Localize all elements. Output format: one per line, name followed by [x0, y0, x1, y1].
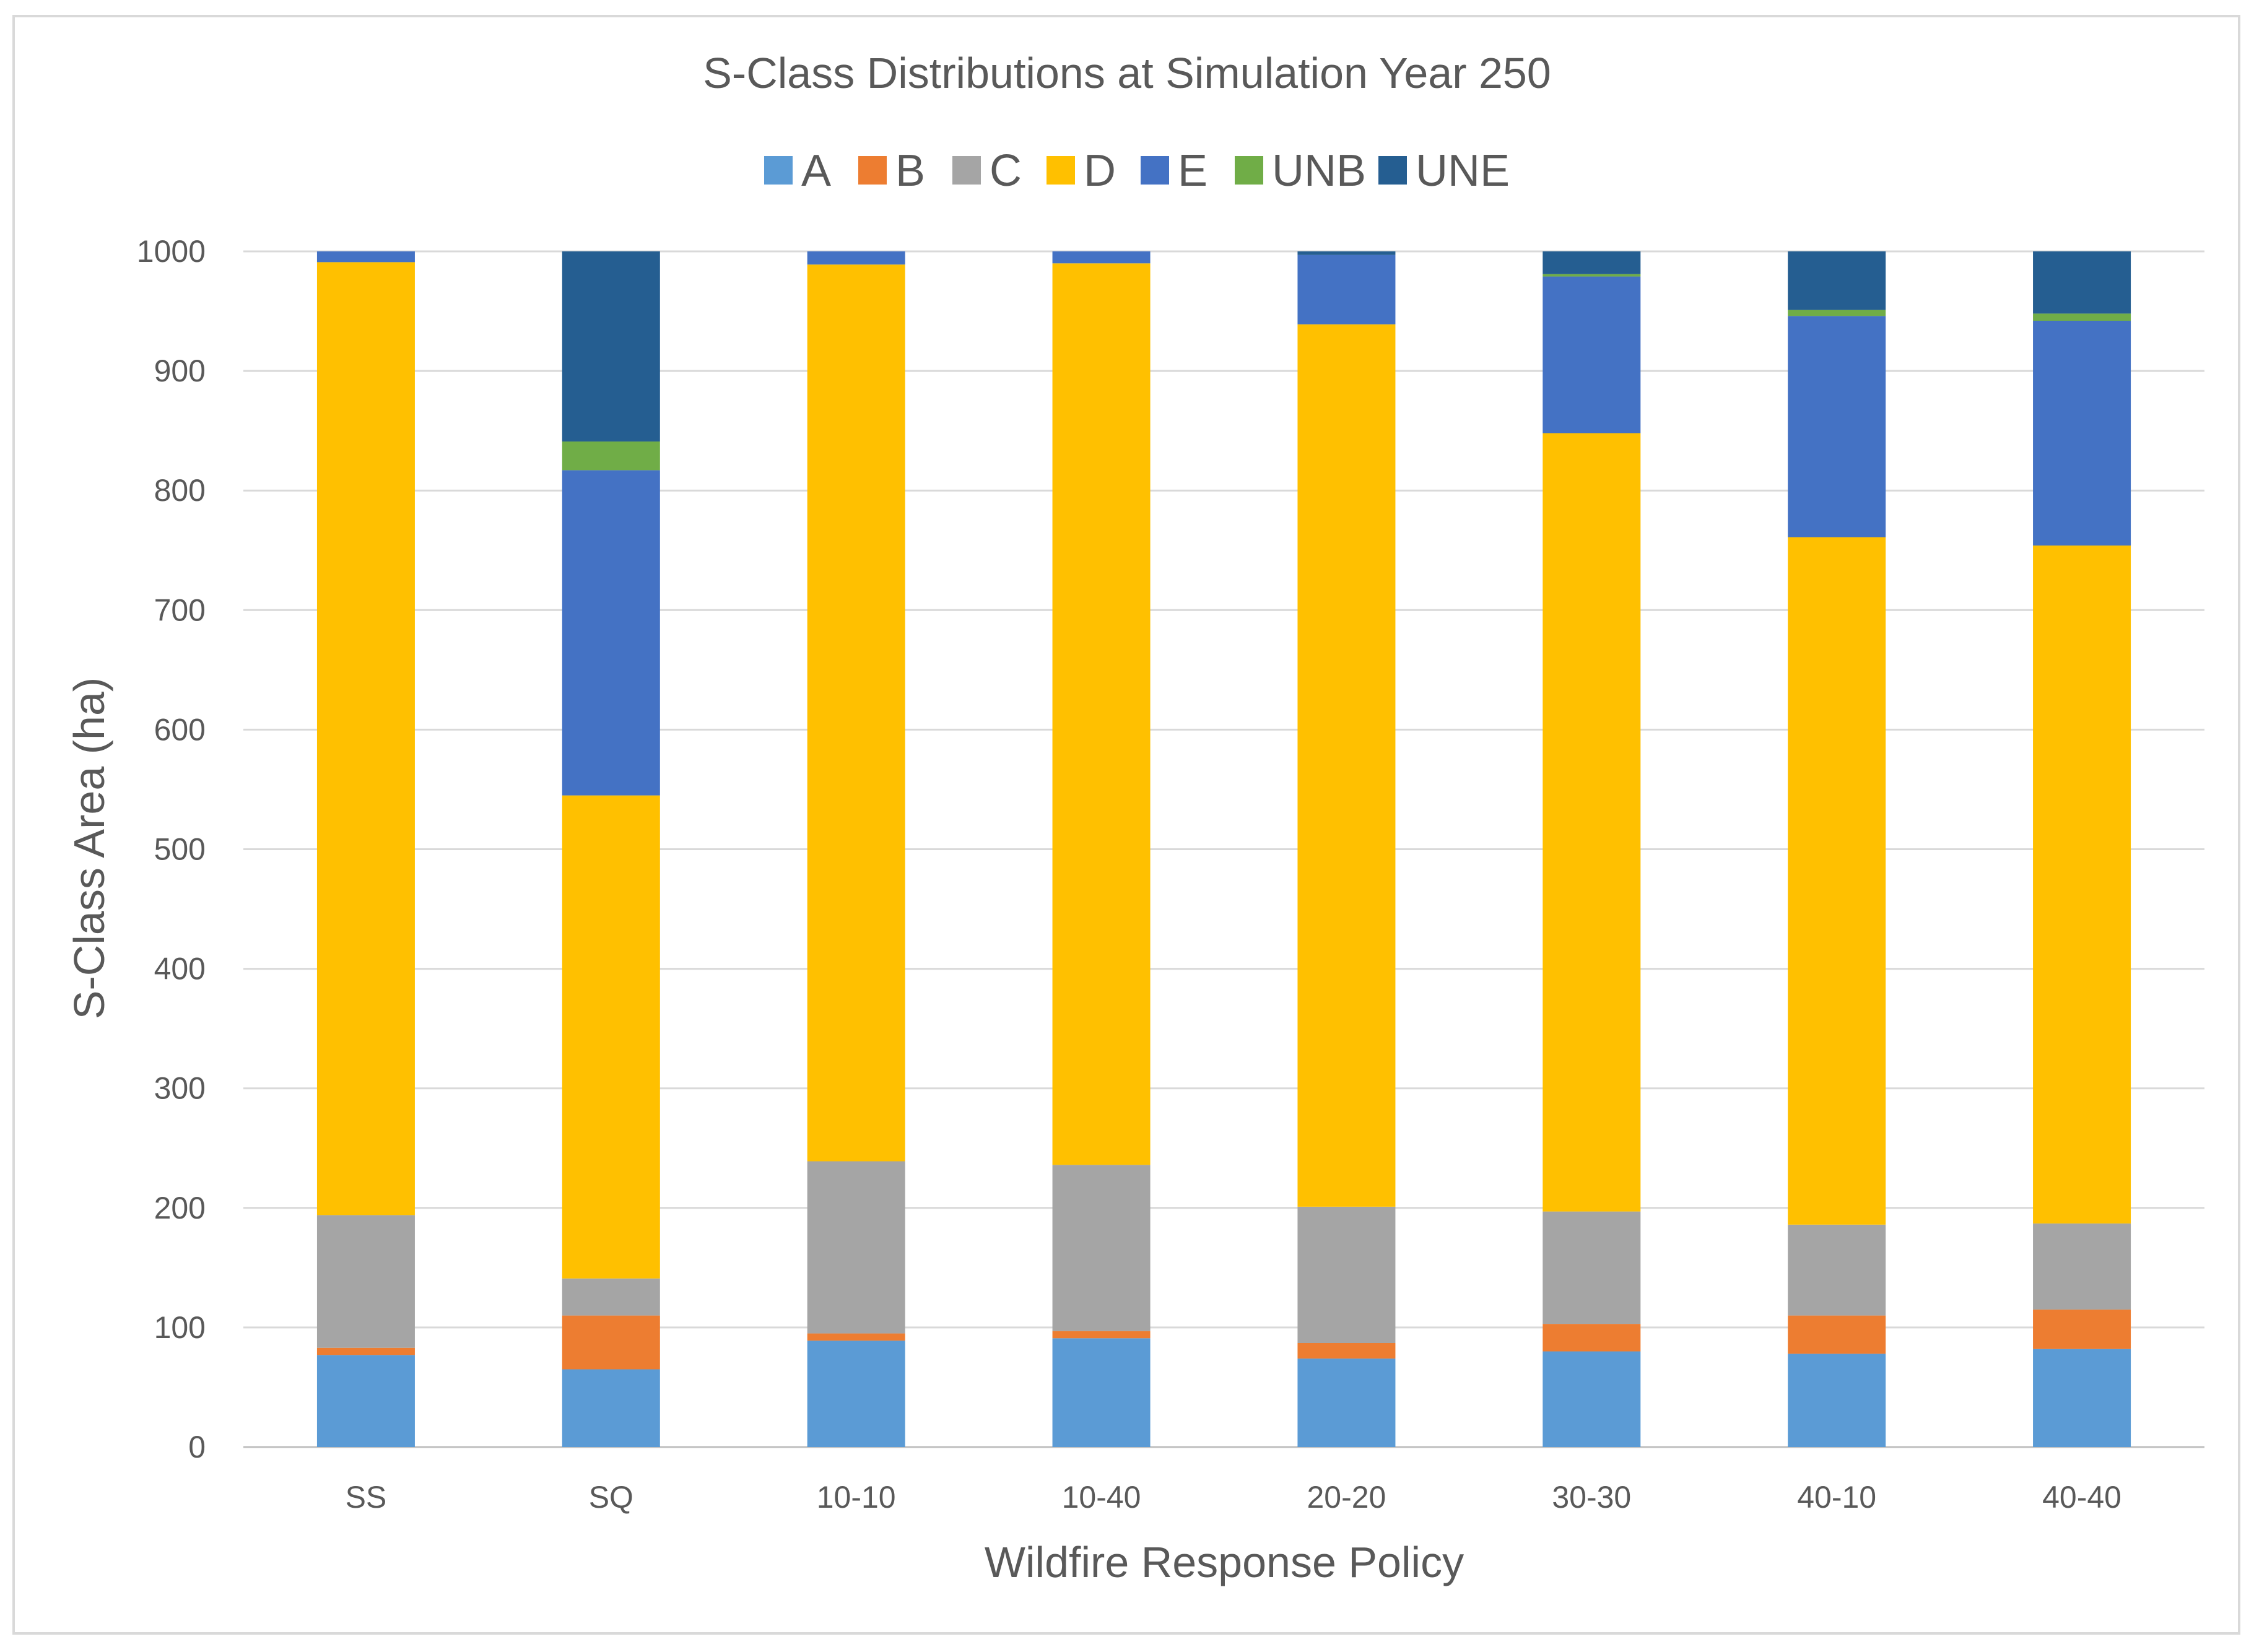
bar-SQ-C: [562, 1278, 660, 1316]
bar-10-10-E: [807, 251, 905, 265]
y-tick-label: 100: [154, 1310, 206, 1345]
bar-20-20-B: [1297, 1343, 1396, 1359]
x-tick-label: 40-10: [1797, 1480, 1876, 1515]
bar-40-10-C: [1788, 1224, 1886, 1316]
legend-label-B: B: [895, 146, 925, 196]
bar-10-10-C: [807, 1161, 905, 1334]
bar-30-30-UNB: [1543, 274, 1641, 277]
bar-40-10-UNE: [1788, 251, 1886, 310]
y-axis-ticks: 0 100 200 300 400 500 600 700 800 900 1000: [137, 234, 206, 1464]
x-tick-label: 20-20: [1307, 1480, 1386, 1515]
bar-SS-D: [316, 262, 415, 1215]
y-tick-label: 200: [154, 1191, 206, 1225]
bar-10-40-E: [1052, 251, 1151, 264]
y-tick-label: 500: [154, 832, 206, 867]
bar-10-40-B: [1052, 1331, 1151, 1339]
y-axis-title: S-Class Area (ha): [65, 677, 113, 1019]
bar-40-10-A: [1788, 1354, 1886, 1447]
chart-title: S-Class Distributions at Simulation Year…: [703, 49, 1551, 97]
bar-SQ-UNE: [562, 251, 660, 442]
bar-SQ-E: [562, 470, 660, 796]
bar-40-10-B: [1788, 1315, 1886, 1354]
bar-40-40-B: [2033, 1309, 2131, 1349]
bar-SS-B: [316, 1347, 415, 1355]
bar-40-10-E: [1788, 316, 1886, 537]
bar-SQ-A: [562, 1369, 660, 1447]
x-axis-title: Wildfire Response Policy: [985, 1538, 1464, 1586]
bar-40-40-UNB: [2033, 313, 2131, 321]
legend-label-A: A: [801, 146, 831, 196]
gridlines: [243, 250, 2204, 1448]
legend-label-D: D: [1084, 146, 1116, 196]
bar-30-30-A: [1543, 1351, 1641, 1447]
bar-20-20-C: [1297, 1206, 1396, 1344]
bar-20-20-A: [1297, 1359, 1396, 1447]
legend-swatch-B: [858, 156, 887, 185]
y-tick-label: 0: [188, 1430, 206, 1464]
bar-30-30-B: [1543, 1324, 1641, 1352]
legend-swatch-A: [764, 156, 793, 185]
bar-10-40-D: [1052, 263, 1151, 1165]
bars: [316, 251, 2131, 1447]
bar-SS-E: [316, 251, 415, 263]
bar-10-10-B: [807, 1333, 905, 1341]
bar-SQ-UNB: [562, 441, 660, 471]
bar-SQ-B: [562, 1315, 660, 1370]
bar-20-20-D: [1297, 324, 1396, 1207]
x-tick-label: SS: [346, 1480, 387, 1515]
bar-SQ-D: [562, 795, 660, 1279]
legend-swatch-E: [1141, 156, 1169, 185]
bar-10-10-D: [807, 264, 905, 1162]
bar-30-30-D: [1543, 433, 1641, 1212]
bar-40-10-UNB: [1788, 310, 1886, 316]
legend-label-UNE: UNE: [1416, 146, 1510, 196]
x-tick-label: 10-40: [1062, 1480, 1141, 1515]
legend: A B C D E UNB UNE: [764, 146, 1510, 196]
y-tick-label: 600: [154, 712, 206, 747]
x-tick-label: 10-10: [817, 1480, 896, 1515]
legend-swatch-D: [1046, 156, 1075, 185]
bar-10-10-A: [807, 1341, 905, 1447]
x-tick-label: 30-30: [1552, 1480, 1631, 1515]
bar-10-40-A: [1052, 1338, 1151, 1447]
x-tick-label: SQ: [589, 1480, 633, 1515]
y-tick-label: 300: [154, 1071, 206, 1106]
legend-swatch-C: [952, 156, 981, 185]
bar-40-40-UNE: [2033, 251, 2131, 314]
bar-SS-A: [316, 1355, 415, 1447]
bar-30-30-UNE: [1543, 251, 1641, 274]
y-tick-label: 800: [154, 473, 206, 508]
bar-SS-C: [316, 1215, 415, 1348]
bar-20-20-UNE: [1297, 251, 1396, 255]
bar-40-40-A: [2033, 1349, 2131, 1447]
y-tick-label: 900: [154, 354, 206, 388]
x-axis-ticks: SS SQ 10-10 10-40 20-20 30-30 40-10 40-40: [346, 1480, 2121, 1515]
bar-20-20-E: [1297, 254, 1396, 324]
y-tick-label: 400: [154, 952, 206, 986]
bar-40-40-D: [2033, 546, 2131, 1224]
legend-label-UNB: UNB: [1272, 146, 1366, 196]
x-tick-label: 40-40: [2042, 1480, 2121, 1515]
y-tick-label: 1000: [137, 234, 206, 269]
legend-label-C: C: [990, 146, 1022, 196]
bar-40-40-E: [2033, 320, 2131, 546]
legend-label-E: E: [1178, 146, 1208, 196]
y-tick-label: 700: [154, 593, 206, 627]
bar-40-40-C: [2033, 1223, 2131, 1310]
legend-swatch-UNB: [1235, 156, 1263, 185]
bar-30-30-E: [1543, 276, 1641, 433]
bar-40-10-D: [1788, 537, 1886, 1225]
bar-10-40-C: [1052, 1165, 1151, 1331]
bar-30-30-C: [1543, 1211, 1641, 1324]
legend-swatch-UNE: [1378, 156, 1407, 185]
